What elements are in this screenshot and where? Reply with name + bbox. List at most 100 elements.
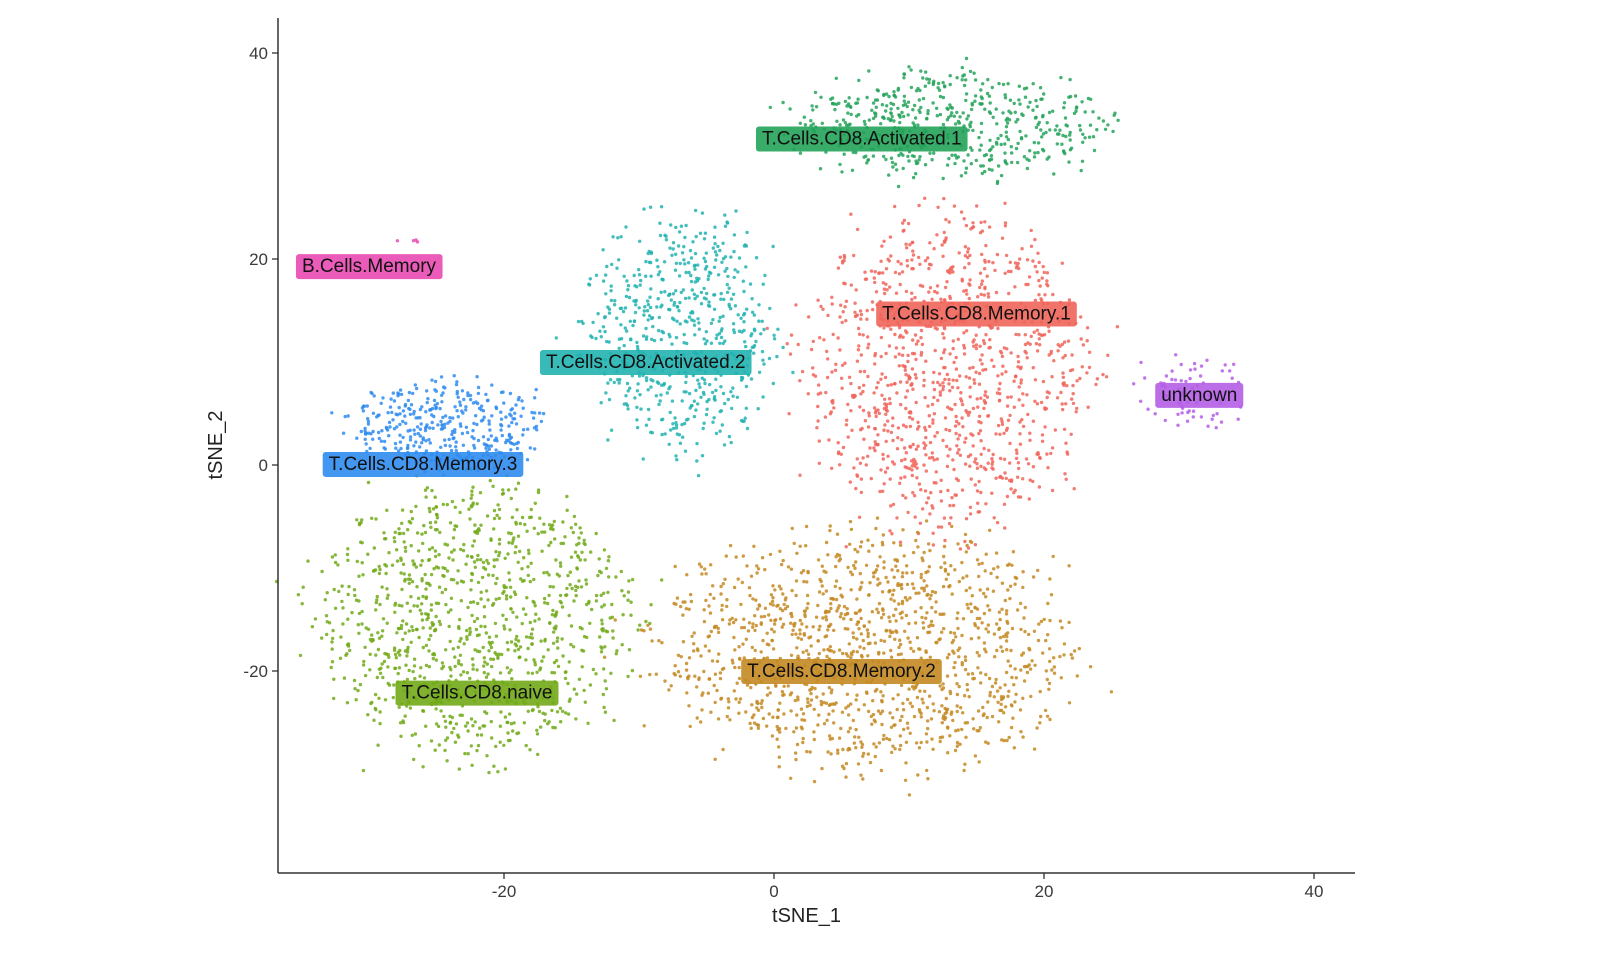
point <box>795 713 799 717</box>
point <box>602 603 606 607</box>
point <box>851 631 855 635</box>
point <box>396 391 400 395</box>
point <box>1025 393 1029 397</box>
point <box>996 164 1001 168</box>
point <box>497 507 502 512</box>
point <box>978 429 983 433</box>
point <box>829 752 833 756</box>
point <box>1022 679 1027 683</box>
point <box>933 348 937 353</box>
point <box>602 591 606 595</box>
point <box>671 292 676 296</box>
point <box>658 399 662 403</box>
point <box>1045 121 1049 125</box>
point <box>843 99 848 104</box>
point <box>988 338 992 342</box>
point <box>882 639 887 643</box>
point <box>988 693 992 698</box>
point <box>679 604 683 609</box>
point <box>360 518 364 522</box>
point <box>1051 292 1055 297</box>
point <box>949 105 953 110</box>
point <box>461 548 466 553</box>
point <box>515 634 519 639</box>
point <box>904 373 908 377</box>
point <box>599 401 603 405</box>
point <box>1044 638 1048 643</box>
point <box>854 486 858 491</box>
point <box>608 616 612 620</box>
point <box>881 457 885 461</box>
point <box>941 254 945 258</box>
point <box>533 411 537 415</box>
point <box>644 326 648 331</box>
point <box>756 726 761 730</box>
point <box>966 606 970 610</box>
point <box>695 716 699 720</box>
point <box>692 631 696 635</box>
cluster-label-box <box>295 254 443 280</box>
point <box>816 639 820 643</box>
point <box>955 740 960 745</box>
point <box>548 621 552 625</box>
point <box>447 437 451 442</box>
point <box>883 423 887 427</box>
point <box>360 541 364 545</box>
point <box>570 586 574 591</box>
point <box>889 655 894 659</box>
point <box>1018 601 1023 606</box>
point <box>644 376 649 380</box>
point <box>725 598 729 602</box>
point <box>484 392 488 397</box>
point <box>413 676 417 681</box>
point <box>904 242 908 246</box>
point <box>685 691 689 695</box>
point <box>688 248 693 253</box>
point <box>829 691 833 695</box>
point <box>867 69 871 73</box>
point <box>955 156 959 160</box>
point <box>743 340 747 344</box>
point <box>838 123 842 127</box>
point <box>1061 356 1065 360</box>
point <box>500 433 504 438</box>
point <box>928 241 932 245</box>
point <box>777 765 781 769</box>
point <box>648 295 652 299</box>
point <box>939 525 944 529</box>
point <box>635 389 640 393</box>
point <box>622 274 626 278</box>
point <box>957 655 961 659</box>
point <box>899 652 903 656</box>
point <box>755 564 759 568</box>
point <box>941 122 946 127</box>
point <box>558 593 563 598</box>
point <box>928 440 933 445</box>
point <box>822 648 826 652</box>
point <box>873 354 877 358</box>
point <box>1031 82 1035 86</box>
point <box>973 78 978 82</box>
point <box>961 711 965 715</box>
point <box>574 593 578 598</box>
point <box>403 402 408 407</box>
point <box>816 723 820 727</box>
point <box>760 556 765 560</box>
point <box>1188 368 1193 372</box>
point <box>437 619 442 624</box>
point <box>956 478 960 483</box>
point <box>1028 100 1032 105</box>
point <box>471 428 475 433</box>
point <box>356 688 360 693</box>
point <box>978 588 982 592</box>
point <box>486 437 490 442</box>
point <box>774 683 778 687</box>
point <box>1116 118 1120 123</box>
point <box>630 668 635 673</box>
point <box>917 424 921 429</box>
point <box>721 314 725 318</box>
point <box>681 613 685 617</box>
point <box>815 695 819 699</box>
point <box>296 593 301 597</box>
point <box>683 262 687 266</box>
